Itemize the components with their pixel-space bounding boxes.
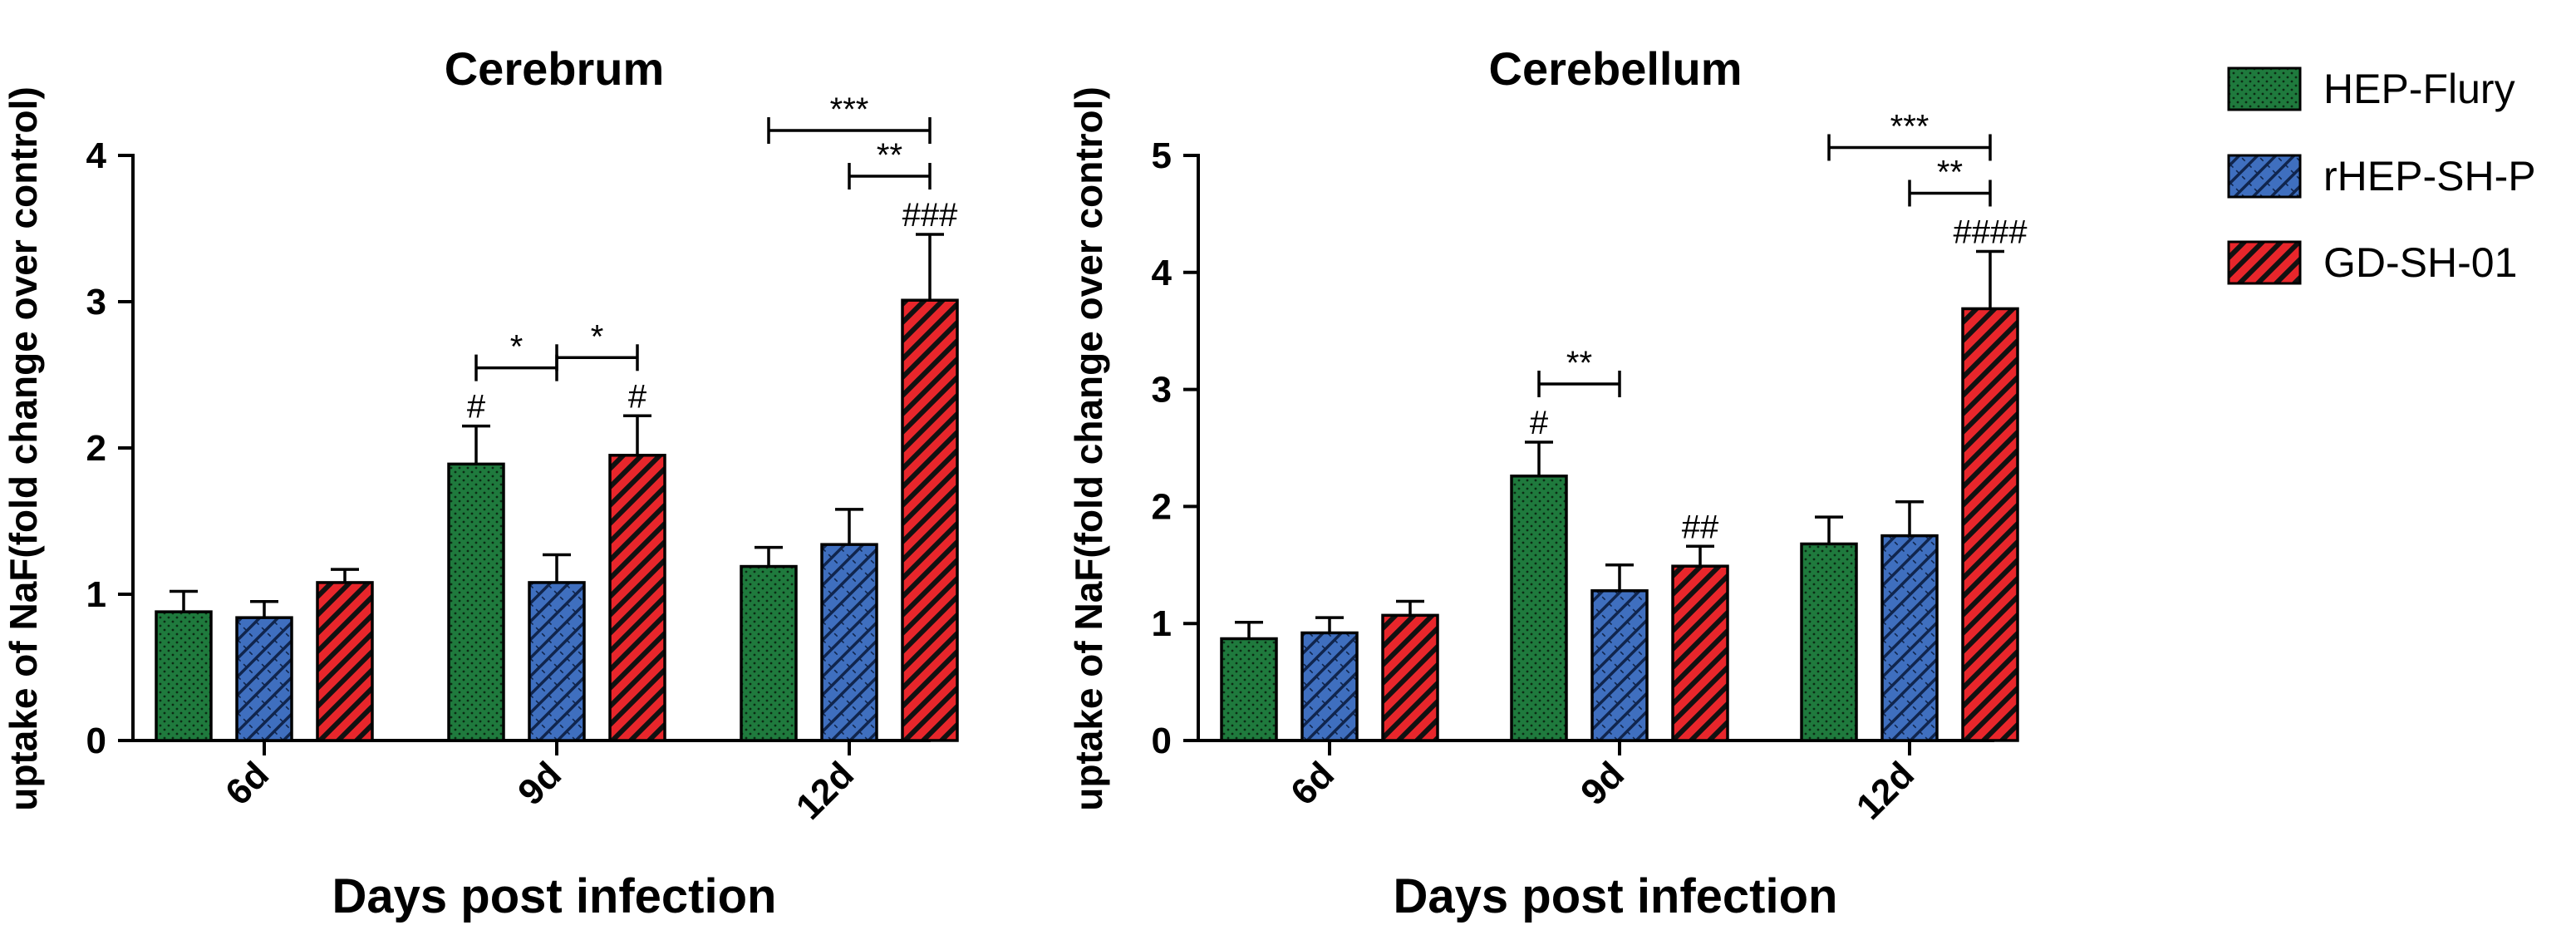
panel2-bar-HEP-Flury-12d — [1800, 542, 1858, 742]
panel2-bracket-label-2: ** — [1937, 154, 1963, 190]
panel2-title: Cerebellum — [1489, 42, 1743, 95]
panel1-significance-bracket-0: * — [474, 329, 558, 381]
panel1-hash-GD-SH-01-12d: ### — [902, 197, 958, 234]
panel2-bar-GD-SH-01-12d — [1961, 307, 2019, 742]
panel1-bar-GD-SH-01-12d — [901, 298, 959, 742]
legend-label-rhep-sh-p: rHEP-SH-P — [2323, 153, 2536, 199]
legend: HEP-Flury rHEP-SH-P GD-SH-01 — [2227, 66, 2536, 286]
panel1-bar-rHEP-SH-P-12d — [820, 543, 878, 742]
panel2-ytick-label-4: 4 — [1152, 253, 1172, 293]
panel2-ylabel: uptake of NaF(fold change over control) — [1067, 86, 1110, 811]
panel1-bracket-label-2: *** — [830, 91, 869, 128]
panel2-ytick-label-5: 5 — [1152, 135, 1172, 176]
panel2-hash-HEP-Flury-9d: # — [1530, 405, 1549, 441]
panel1-bar-HEP-Flury-12d — [740, 564, 798, 742]
legend-label-hep-flury: HEP-Flury — [2323, 66, 2515, 112]
panel1-hash-HEP-Flury-9d: # — [467, 389, 486, 426]
legend-swatch-rhep-sh-p — [2227, 154, 2302, 199]
panel1-bar-HEP-Flury-6d — [155, 610, 213, 742]
panel2-hash-GD-SH-01-12d: #### — [1954, 214, 2028, 250]
panel1-bracket-label-3: ** — [877, 137, 902, 174]
panel2-bracket-label-0: ** — [1566, 345, 1592, 381]
panel1-hash-GD-SH-01-9d: # — [628, 378, 647, 415]
panel2-bar-rHEP-SH-P-6d — [1300, 631, 1359, 742]
panel2-ytick-label-3: 3 — [1152, 370, 1172, 411]
panel1-category-label-12d: 12d — [789, 754, 862, 827]
panel2-bar-rHEP-SH-P-9d — [1590, 589, 1649, 742]
panel1-bar-rHEP-SH-P-6d — [235, 616, 293, 742]
panel1-title: Cerebrum — [445, 42, 665, 95]
panel1-xlabel: Days post infection — [332, 869, 777, 923]
panel2-hash-GD-SH-01-9d: ## — [1682, 509, 1719, 545]
panel1-category-label-6d: 6d — [218, 754, 277, 813]
panel2-ytick-label-1: 1 — [1152, 603, 1172, 644]
panel2-significance-bracket-1: *** — [1827, 108, 1992, 161]
panel1-ytick-label-3: 3 — [86, 282, 106, 322]
panel2-bracket-label-1: *** — [1890, 108, 1930, 145]
panel1-significance-bracket-2: *** — [767, 91, 932, 145]
panel2-ytick-label-0: 0 — [1152, 721, 1172, 761]
panel2-category-label-12d: 12d — [1849, 754, 1922, 827]
panel2-bar-HEP-Flury-9d — [1510, 475, 1568, 742]
panel2-significance-bracket-2: ** — [1908, 154, 1992, 207]
panel1-significance-bracket-3: ** — [848, 137, 932, 190]
panel2-bar-GD-SH-01-9d — [1671, 564, 1729, 742]
panel1-bar-HEP-Flury-9d — [447, 462, 505, 742]
panel1-ylabel: uptake of NaF(fold change over control) — [2, 86, 45, 811]
legend-label-gd-sh-01: GD-SH-01 — [2323, 239, 2517, 286]
panel2-significance-bracket-0: ** — [1537, 345, 1621, 397]
legend-swatch-gd-sh-01 — [2227, 240, 2302, 285]
panel1-category-label-9d: 9d — [510, 754, 569, 813]
panel2-xlabel: Days post infection — [1394, 869, 1838, 923]
panel1-significance-bracket-1: * — [555, 318, 639, 372]
panel1-bar-GD-SH-01-9d — [608, 454, 666, 742]
panel1-ytick-label-0: 0 — [86, 721, 106, 761]
panel2-bar-GD-SH-01-6d — [1381, 613, 1439, 742]
panel1-bracket-label-0: * — [510, 329, 524, 366]
panel1-bar-GD-SH-01-6d — [316, 581, 374, 742]
panel1-bracket-label-1: * — [591, 318, 604, 355]
panel2-bar-HEP-Flury-6d — [1220, 637, 1278, 742]
legend-swatch-hep-flury — [2227, 66, 2302, 111]
panel1-ytick-label-2: 2 — [86, 428, 106, 469]
panel2-bar-rHEP-SH-P-12d — [1880, 534, 1939, 742]
panel2-ytick-label-2: 2 — [1152, 486, 1172, 527]
panel1-ytick-label-1: 1 — [86, 574, 106, 615]
panel2-category-label-9d: 9d — [1573, 754, 1632, 813]
panel1-bar-rHEP-SH-P-9d — [528, 581, 586, 742]
panel2-category-label-6d: 6d — [1283, 754, 1342, 813]
panel1-ytick-label-4: 4 — [86, 135, 107, 176]
